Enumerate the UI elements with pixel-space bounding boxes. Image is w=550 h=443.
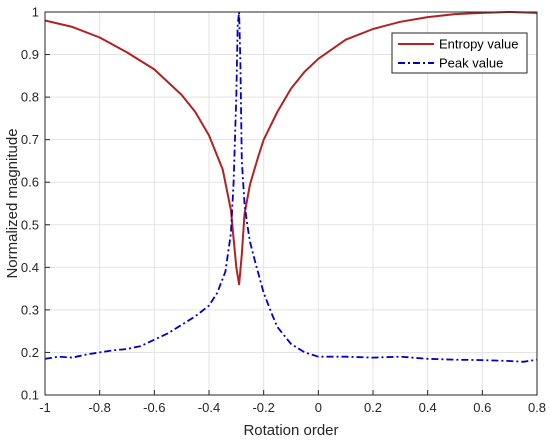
x-axis-ticks: -1 -0.8 -0.6 -0.4 -0.2 0 0.2 0.4 0.6 0.8	[39, 390, 546, 415]
series-line-peak	[44, 11, 538, 363]
y-tick-label: 0.6	[21, 175, 39, 190]
legend-label-peak: Peak value	[439, 56, 503, 71]
x-tick-label: -0.8	[88, 400, 110, 415]
legend: Entropy value Peak value	[391, 32, 528, 74]
x-tick-label: -1	[39, 400, 51, 415]
y-tick-label: 0.4	[21, 260, 39, 275]
y-tick-label: 0.1	[21, 388, 39, 403]
series-layer	[44, 11, 538, 363]
x-tick-label: 0.8	[528, 400, 546, 415]
y-tick-label: 0.3	[21, 302, 39, 317]
series-line-entropy	[44, 11, 538, 286]
y-tick-label: 0.8	[21, 90, 39, 105]
x-tick-label: 0.4	[419, 400, 437, 415]
x-tick-label: -0.6	[143, 400, 165, 415]
legend-box	[391, 32, 528, 74]
x-tick-label: -0.2	[252, 400, 274, 415]
plot-frame	[44, 11, 538, 396]
x-axis-title: Rotation order	[243, 422, 338, 439]
y-axis-title: Normalized magnitude	[4, 128, 21, 278]
y-tick-label: 0.5	[21, 217, 39, 232]
y-tick-label: 0.2	[21, 345, 39, 360]
x-tick-label: -0.4	[198, 400, 220, 415]
y-tick-label: 0.9	[21, 47, 39, 62]
y-axis-ticks: 0.1 0.2 0.3 0.4 0.5 0.6 0.7 0.8 0.9 1	[21, 5, 50, 403]
y-tick-label: 1	[32, 5, 39, 20]
x-tick-label: 0.2	[364, 400, 382, 415]
x-tick-label: 0	[315, 400, 322, 415]
x-tick-label: 0.6	[473, 400, 491, 415]
y-tick-label: 0.7	[21, 132, 39, 147]
legend-label-entropy: Entropy value	[439, 37, 519, 52]
